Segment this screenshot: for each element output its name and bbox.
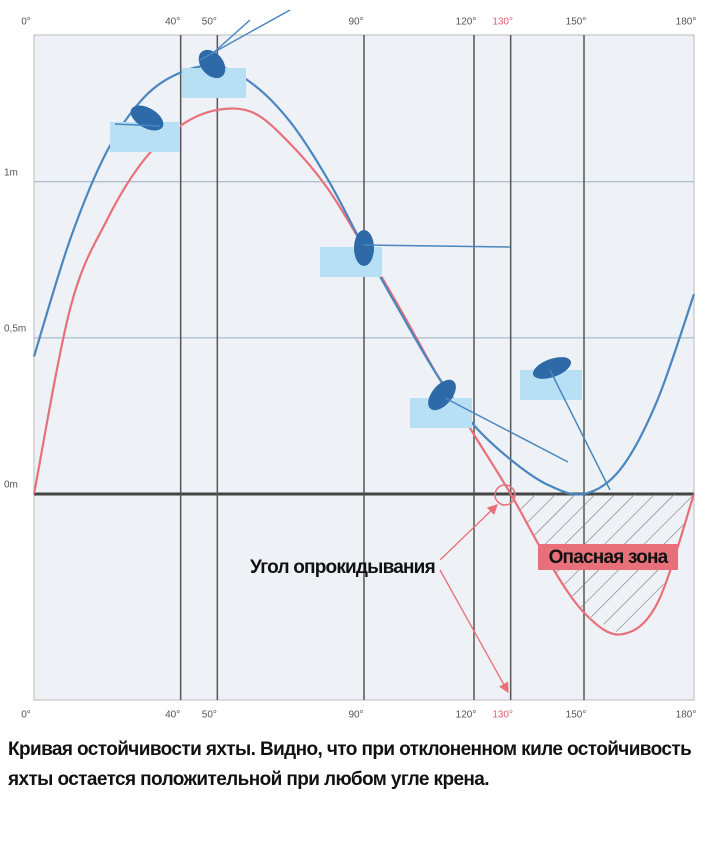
x-tick-label: 120° xyxy=(456,710,477,721)
y-tick-label: 0,5m xyxy=(4,323,26,334)
x-tick-label: 0° xyxy=(21,710,31,721)
x-tick-label: 180° xyxy=(676,710,697,721)
x-tick-label: 50° xyxy=(202,710,217,721)
caption: Кривая остойчивости яхты. Видно, что при… xyxy=(8,739,692,790)
x-tick-label: 40° xyxy=(165,17,180,28)
x-tick-label: 120° xyxy=(456,17,477,28)
x-tick-label: 150° xyxy=(566,17,587,28)
danger-label-box xyxy=(538,544,678,570)
x-tick-label: 150° xyxy=(566,710,587,721)
arrow xyxy=(439,569,509,694)
x-tick-label: 130° xyxy=(492,17,513,28)
x-tick-label: 0° xyxy=(21,17,31,28)
annotation: Опасная зона xyxy=(549,547,669,568)
x-tick-label: 130° xyxy=(492,710,513,721)
arrow xyxy=(439,504,498,561)
x-tick-label: 90° xyxy=(348,710,363,721)
y-tick-label: 1m xyxy=(4,167,18,178)
x-tick-label: 90° xyxy=(348,17,363,28)
chart: Угол опрокидывания Опасная зона 0m 0,5m 1m… xyxy=(4,9,697,721)
boat-icons xyxy=(110,9,611,491)
x-tick-label: 50° xyxy=(202,17,217,28)
x-tick-label: 40° xyxy=(165,710,180,721)
capsize-marker xyxy=(494,484,516,506)
y-tick-label: 0m xyxy=(4,480,18,491)
annotation: Угол опрокидывания xyxy=(250,557,435,578)
x-tick-label: 180° xyxy=(676,17,697,28)
